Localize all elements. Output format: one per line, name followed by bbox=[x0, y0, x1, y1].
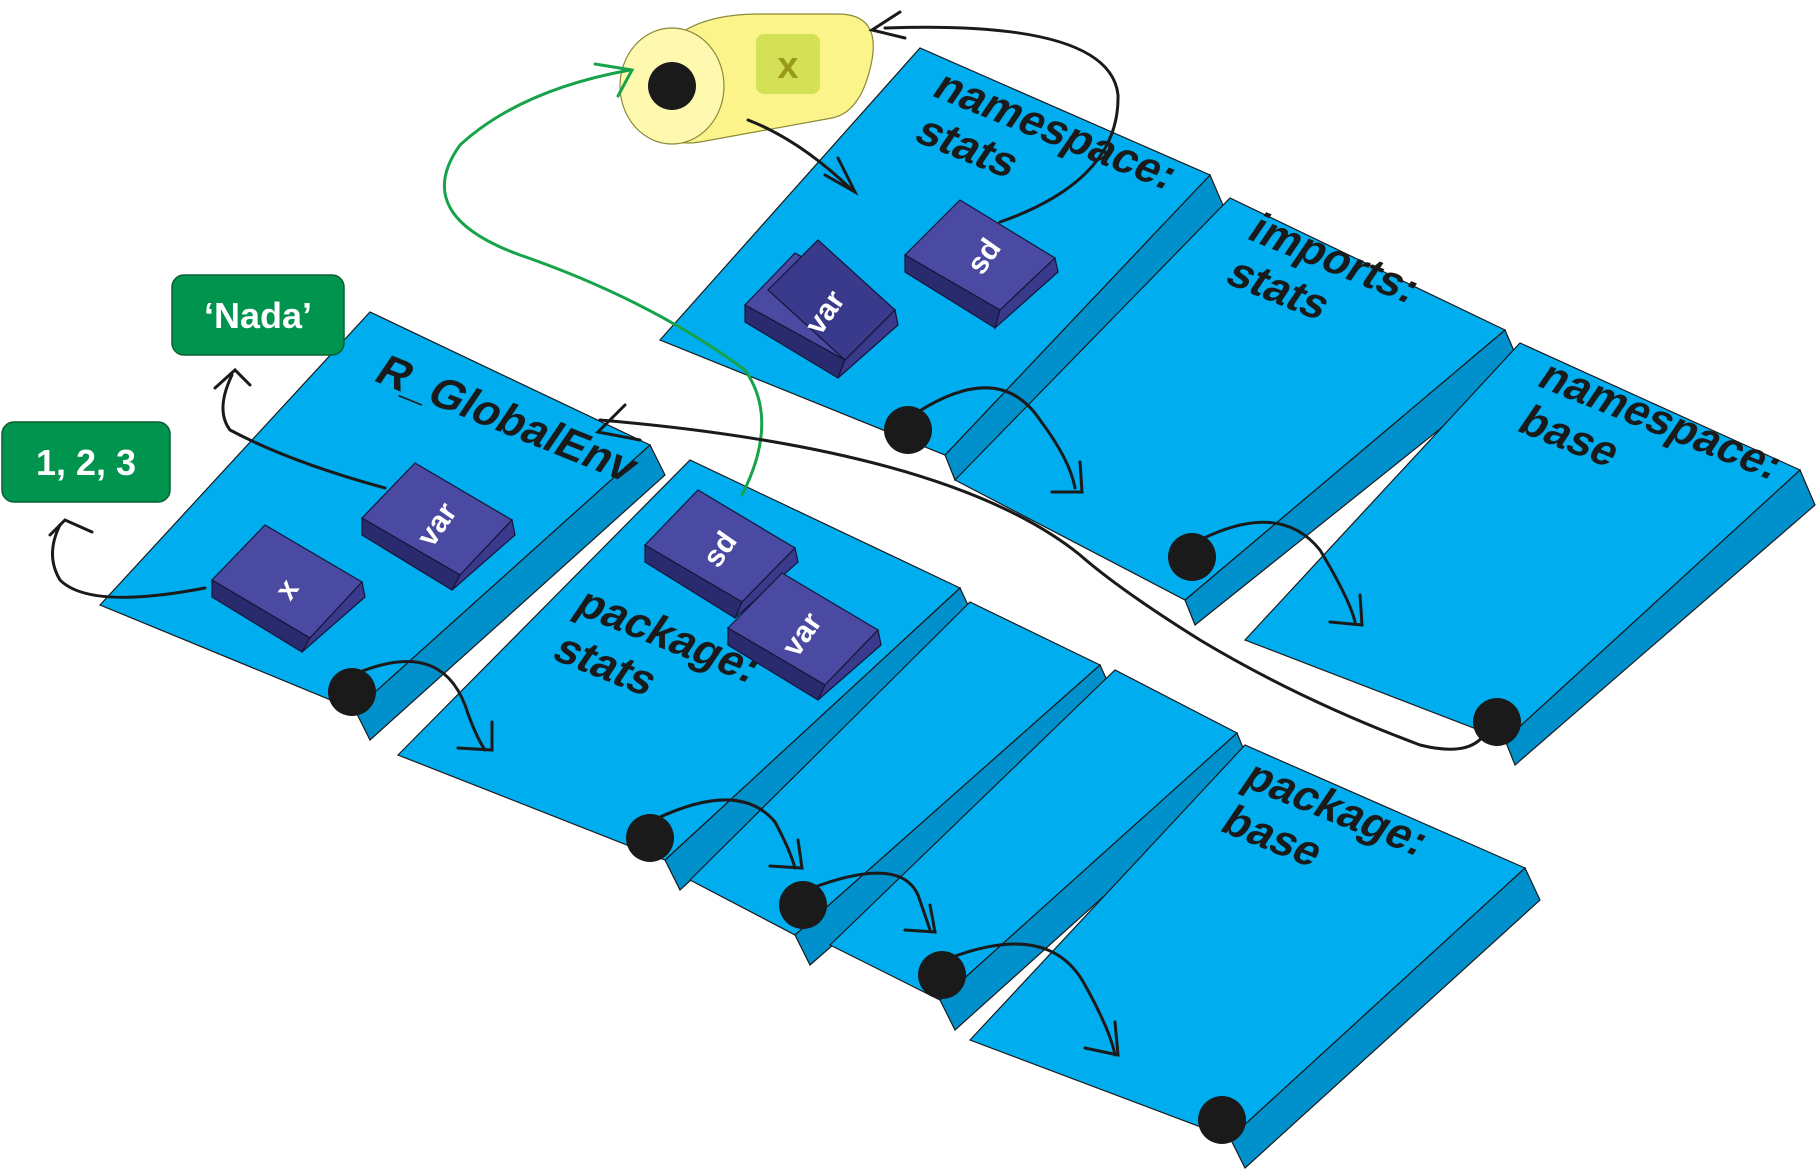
value-vector: 1, 2, 3 bbox=[1, 421, 171, 503]
enclosure-dot-attached-1 bbox=[779, 881, 827, 929]
symbol-ns-stats-var: var bbox=[744, 239, 899, 379]
arrow-pkg-sd-to-closure bbox=[442, 68, 764, 497]
arrowhead-ns-base-to-global bbox=[594, 403, 642, 442]
arrow-ns-base-to-global bbox=[598, 418, 1492, 751]
arrow-ns-stats-to-imports bbox=[916, 386, 1077, 490]
arrow-ns-sd-to-closure bbox=[883, 25, 1120, 224]
arrowhead-ns-stats-to-imports bbox=[1050, 460, 1084, 494]
closure-formal-x: x bbox=[777, 45, 798, 87]
arrow-global-to-pkg-stats bbox=[358, 659, 487, 752]
arrow-x-to-vector bbox=[51, 523, 207, 599]
value-string-text: ‘Nada’ bbox=[204, 295, 312, 336]
closure-sd: x bbox=[619, 13, 874, 145]
env-panel-namespace-base: namespace: base bbox=[1243, 342, 1816, 767]
symbol-ns-stats-sd: sd bbox=[904, 199, 1059, 330]
symbol-global-var: var bbox=[361, 462, 516, 591]
arrowhead-pkg-stats-to-attached-1 bbox=[768, 838, 804, 870]
arrow-closure-to-ns-stats bbox=[746, 118, 854, 192]
enclosure-dot-attached-2 bbox=[918, 951, 966, 999]
arrowhead-x-to-vector bbox=[48, 518, 94, 537]
env-panel-package-base: package: base bbox=[968, 744, 1541, 1169]
arrowhead-var-to-string bbox=[213, 367, 252, 390]
enclosure-dot-package-base bbox=[1198, 1096, 1246, 1144]
value-vector-text: 1, 2, 3 bbox=[36, 442, 136, 483]
enclosure-dot-package-stats bbox=[626, 814, 674, 862]
enclosure-dot-imports-stats bbox=[1168, 533, 1216, 581]
arrow-imports-to-ns-base bbox=[1198, 520, 1357, 624]
arrowhead-ns-sd-to-closure bbox=[868, 10, 907, 40]
arrow-attached-2-to-pkg-base bbox=[948, 942, 1117, 1057]
env-panel-imports-stats: imports: stats bbox=[954, 197, 1521, 626]
arrow-attached-1-to-2 bbox=[810, 871, 932, 932]
symbol-global-x: x bbox=[211, 524, 366, 653]
arrowhead-pkg-sd-to-closure bbox=[593, 62, 635, 98]
symbol-pkg-stats-sd: sd bbox=[644, 489, 799, 619]
arrowhead-attached-1-to-2 bbox=[903, 903, 937, 934]
enclosure-dot-namespace-stats bbox=[884, 406, 932, 454]
arrow-var-to-string bbox=[221, 373, 387, 490]
arrowhead-attached-2-to-pkg-base bbox=[1083, 1020, 1120, 1057]
symbol-pkg-stats-var: var bbox=[727, 572, 882, 701]
arrowhead-closure-to-ns-stats bbox=[823, 156, 859, 196]
arrowhead-global-to-pkg-stats bbox=[456, 720, 494, 752]
enclosure-dot-global bbox=[328, 668, 376, 716]
closure-env-dot bbox=[648, 62, 696, 110]
value-string: ‘Nada’ bbox=[171, 274, 345, 356]
arrow-pkg-stats-to-attached-1 bbox=[656, 798, 797, 870]
env-panel-attached-1 bbox=[688, 601, 1116, 966]
arrowhead-imports-to-ns-base bbox=[1328, 593, 1364, 627]
